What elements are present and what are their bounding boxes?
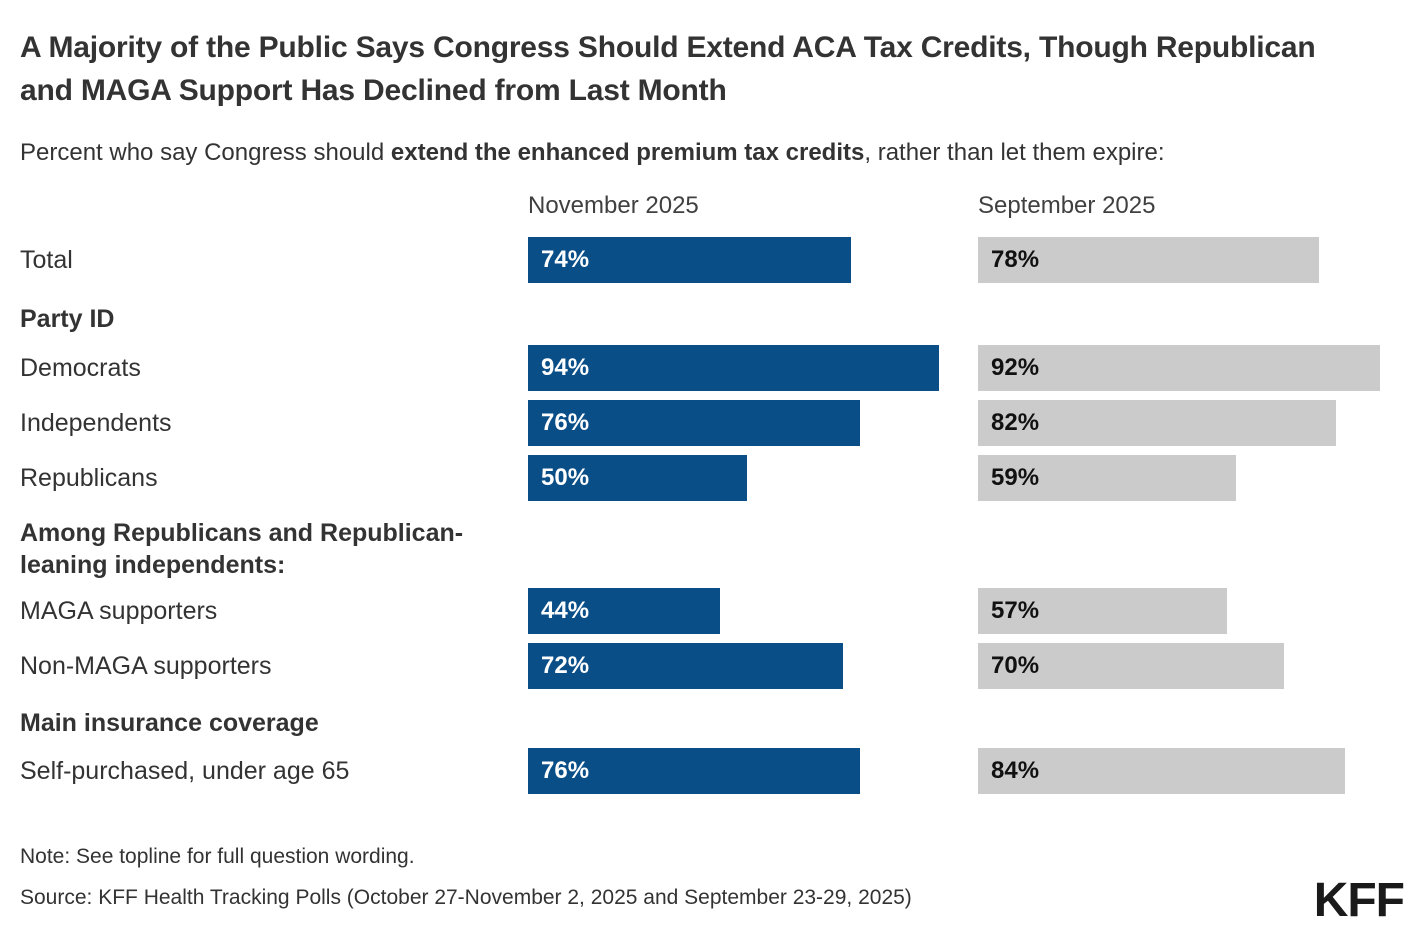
- bar-value: 74%: [541, 246, 590, 273]
- sept-bar: 82%: [978, 400, 1336, 446]
- sept-bar: 57%: [978, 588, 1227, 634]
- nov-bar: 94%: [528, 345, 939, 391]
- section-label: Party ID: [20, 304, 115, 333]
- table-row-total: Total 74% 78%: [20, 237, 1408, 283]
- bar-chart: November 2025 September 2025 Total 74% 7…: [20, 192, 1408, 794]
- nov-bar: 76%: [528, 748, 860, 794]
- footnote: Note: See topline for full question word…: [20, 845, 415, 868]
- bar-value: 59%: [991, 464, 1040, 491]
- section-header-party-id: Party ID: [20, 292, 1408, 345]
- sept-bar: 59%: [978, 455, 1236, 501]
- nov-bar: 50%: [528, 455, 747, 501]
- column-header-row: November 2025 September 2025: [20, 192, 1408, 220]
- section-header-among-republicans: Among Republicans and Republican-leaning…: [20, 510, 1408, 588]
- bar-value: 57%: [991, 597, 1040, 624]
- nov-bar: 72%: [528, 643, 843, 689]
- row-label: Total: [20, 246, 73, 274]
- bar-value: 82%: [991, 409, 1040, 436]
- bar-value: 50%: [541, 464, 590, 491]
- sept-bar: 84%: [978, 748, 1345, 794]
- table-row-non-maga-supporters: Non-MAGA supporters 72% 70%: [20, 643, 1408, 689]
- subtitle-suffix: , rather than let them expire:: [864, 139, 1165, 166]
- bar-value: 94%: [541, 354, 590, 381]
- kff-logo: KFF: [1313, 874, 1405, 927]
- row-label: Independents: [20, 409, 172, 437]
- nov-bar: 74%: [528, 237, 851, 283]
- table-row-democrats: Democrats 94% 92%: [20, 345, 1408, 391]
- row-label: Republicans: [20, 464, 158, 492]
- source-line: Source: KFF Health Tracking Polls (Octob…: [20, 886, 912, 909]
- chart-footer: Note: See topline for full question word…: [20, 845, 912, 910]
- section-header-main-insurance: Main insurance coverage: [20, 698, 1408, 748]
- nov-bar: 44%: [528, 588, 720, 634]
- bar-value: 72%: [541, 652, 590, 679]
- section-label: Among Republicans and Republican-leaning…: [20, 519, 464, 579]
- row-label: MAGA supporters: [20, 597, 218, 625]
- page-title: A Majority of the Public Says Congress S…: [20, 31, 1316, 107]
- bar-value: 76%: [541, 409, 590, 436]
- bar-value: 84%: [991, 757, 1040, 784]
- col-header-september: September 2025: [978, 192, 1156, 219]
- table-row-self-purchased: Self-purchased, under age 65 76% 84%: [20, 748, 1408, 794]
- table-row-republicans: Republicans 50% 59%: [20, 455, 1408, 501]
- subtitle-prefix: Percent who say Congress should: [20, 139, 391, 166]
- row-label: Democrats: [20, 354, 141, 382]
- bar-value: 78%: [991, 246, 1040, 273]
- chart-subtitle: Percent who say Congress should extend t…: [20, 138, 1408, 168]
- table-row-independents: Independents 76% 82%: [20, 400, 1408, 446]
- bar-value: 76%: [541, 757, 590, 784]
- bar-value: 70%: [991, 652, 1040, 679]
- sept-bar: 78%: [978, 237, 1319, 283]
- subtitle-bold: extend the enhanced premium tax credits: [390, 139, 865, 166]
- sept-bar: 92%: [978, 345, 1380, 391]
- sept-bar: 70%: [978, 643, 1284, 689]
- row-label: Non-MAGA supporters: [20, 652, 272, 680]
- table-row-maga-supporters: MAGA supporters 44% 57%: [20, 588, 1408, 634]
- col-header-november: November 2025: [528, 192, 699, 219]
- bar-value: 44%: [541, 597, 590, 624]
- bar-value: 92%: [991, 354, 1040, 381]
- section-label: Main insurance coverage: [20, 709, 319, 737]
- row-label: Self-purchased, under age 65: [20, 757, 350, 785]
- nov-bar: 76%: [528, 400, 860, 446]
